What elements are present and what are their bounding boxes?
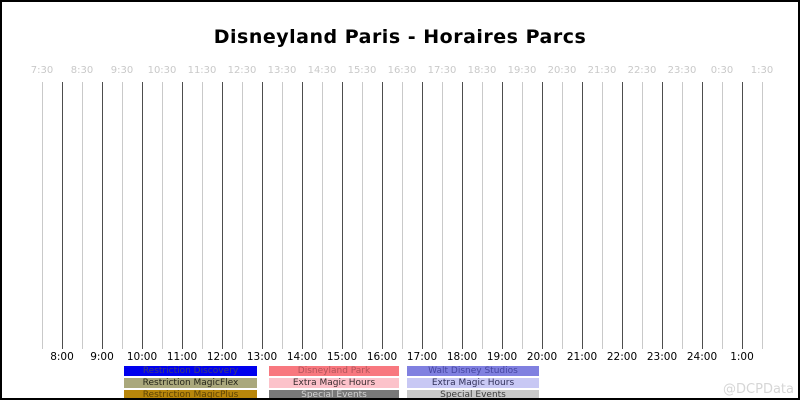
hour-gridline [302, 82, 303, 349]
hour-gridline [382, 82, 383, 349]
legend-item-walt-disney-studios: Walt Disney Studios [407, 366, 539, 376]
half-hour-gridline [762, 82, 763, 349]
top-tick-label: 11:30 [187, 65, 217, 76]
bottom-tick-label: 15:00 [326, 351, 358, 363]
bottom-tick-label: 14:00 [286, 351, 318, 363]
legend-item-disneyland-park: Disneyland Park [269, 366, 399, 376]
bottom-tick-label: 23:00 [646, 351, 678, 363]
hour-gridline [142, 82, 143, 349]
hour-gridline [622, 82, 623, 349]
top-tick-label: 19:30 [507, 65, 537, 76]
hour-gridline [182, 82, 183, 349]
top-tick-label: 9:30 [110, 65, 134, 76]
half-hour-gridline [42, 82, 43, 349]
half-hour-gridline [162, 82, 163, 349]
legend-item-special-events: Special Events [269, 390, 399, 398]
legend-item-extra-magic-hours: Extra Magic Hours [407, 378, 539, 388]
legend-item-extra-magic-hours: Extra Magic Hours [269, 378, 399, 388]
hour-gridline [742, 82, 743, 349]
bottom-tick-label: 20:00 [526, 351, 558, 363]
half-hour-gridline [242, 82, 243, 349]
half-hour-gridline [522, 82, 523, 349]
half-hour-gridline [442, 82, 443, 349]
top-tick-label: 14:30 [307, 65, 337, 76]
hour-gridline [102, 82, 103, 349]
hour-gridline [702, 82, 703, 349]
top-tick-label: 22:30 [627, 65, 657, 76]
top-tick-label: 16:30 [387, 65, 417, 76]
half-hour-gridline [602, 82, 603, 349]
half-hour-gridline [362, 82, 363, 349]
bottom-tick-label: 19:00 [486, 351, 518, 363]
bottom-tick-label: 10:00 [126, 351, 158, 363]
top-tick-label: 18:30 [467, 65, 497, 76]
top-tick-label: 17:30 [427, 65, 457, 76]
hour-gridline [662, 82, 663, 349]
legend-item-special-events: Special Events [407, 390, 539, 398]
half-hour-gridline [402, 82, 403, 349]
hour-gridline [262, 82, 263, 349]
bottom-tick-label: 11:00 [166, 351, 198, 363]
bottom-tick-label: 17:00 [406, 351, 438, 363]
top-tick-label: 15:30 [347, 65, 377, 76]
watermark: @DCPData [723, 382, 794, 397]
hour-gridline [582, 82, 583, 349]
bottom-tick-label: 16:00 [366, 351, 398, 363]
half-hour-gridline [122, 82, 123, 349]
half-hour-gridline [322, 82, 323, 349]
hour-gridline [422, 82, 423, 349]
top-tick-label: 12:30 [227, 65, 257, 76]
top-tick-label: 13:30 [267, 65, 297, 76]
top-tick-label: 21:30 [587, 65, 617, 76]
top-tick-label: 7:30 [30, 65, 54, 76]
bottom-tick-label: 9:00 [90, 351, 114, 363]
bottom-tick-label: 1:00 [730, 351, 754, 363]
bottom-tick-label: 8:00 [50, 351, 74, 363]
legend-item-restriction-discovery: Restriction Discovery [124, 366, 257, 376]
top-tick-label: 1:30 [750, 65, 774, 76]
hour-gridline [222, 82, 223, 349]
hour-gridline [62, 82, 63, 349]
top-tick-label: 8:30 [70, 65, 94, 76]
top-tick-label: 10:30 [147, 65, 177, 76]
legend-item-restriction-magicplus: Restriction MagicPlus [124, 390, 257, 398]
half-hour-gridline [682, 82, 683, 349]
bottom-tick-label: 24:00 [686, 351, 718, 363]
hour-gridline [342, 82, 343, 349]
bottom-tick-label: 22:00 [606, 351, 638, 363]
top-tick-label: 20:30 [547, 65, 577, 76]
half-hour-gridline [202, 82, 203, 349]
legend-item-restriction-magicflex: Restriction MagicFlex [124, 378, 257, 388]
half-hour-gridline [282, 82, 283, 349]
hour-gridline [542, 82, 543, 349]
half-hour-gridline [82, 82, 83, 349]
bottom-tick-label: 21:00 [566, 351, 598, 363]
bottom-tick-label: 12:00 [206, 351, 238, 363]
half-hour-gridline [562, 82, 563, 349]
bottom-tick-label: 18:00 [446, 351, 478, 363]
hour-gridline [502, 82, 503, 349]
top-tick-label: 0:30 [710, 65, 734, 76]
hour-gridline [462, 82, 463, 349]
half-hour-gridline [482, 82, 483, 349]
half-hour-gridline [722, 82, 723, 349]
top-tick-label: 23:30 [667, 65, 697, 76]
chart-title: Disneyland Paris - Horaires Parcs [213, 26, 587, 48]
half-hour-gridline [642, 82, 643, 349]
bottom-tick-label: 13:00 [246, 351, 278, 363]
